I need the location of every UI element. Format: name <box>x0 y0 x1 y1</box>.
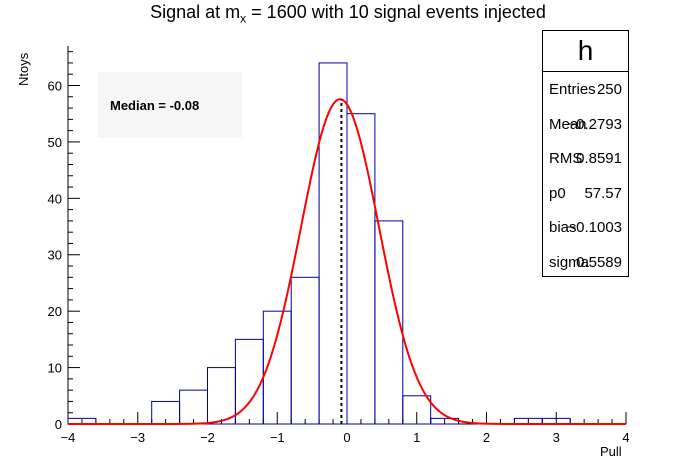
histogram-bar <box>290 276 320 425</box>
histogram-bar <box>374 220 404 425</box>
x-tick-label: −4 <box>61 430 76 445</box>
title-right: = 1600 with 10 signal events injected <box>246 2 546 22</box>
y-tick-label: 10 <box>48 361 62 376</box>
stats-row: sigma 0.5589 <box>543 245 628 280</box>
x-tick-label: −1 <box>270 430 285 445</box>
stats-box: h Entries 250 Mean −0.2793 RMS 0.8591 p0 57.… <box>542 30 629 277</box>
gaussian-fit <box>68 98 626 425</box>
x-axis-label: Pull <box>600 444 622 459</box>
stats-key: Entries <box>549 81 596 98</box>
stats-value: 0.8591 <box>576 150 622 167</box>
y-axis-label: Ntoys <box>16 52 31 86</box>
histogram-bar <box>207 367 236 425</box>
x-tick-label: −2 <box>200 430 215 445</box>
stats-value: 57.57 <box>584 184 622 202</box>
histogram-bar <box>318 62 348 425</box>
x-tick-label: −3 <box>130 430 145 445</box>
title-subscript: x <box>240 11 247 26</box>
histogram-bar <box>402 395 432 425</box>
stats-key: RMS <box>549 150 583 167</box>
stats-value: 250 <box>596 81 622 98</box>
y-tick-label: 0 <box>55 417 62 432</box>
y-tick-label: 30 <box>48 248 62 263</box>
y-tick-label: 50 <box>48 135 62 150</box>
x-tick-label: 3 <box>553 430 560 445</box>
fit-curve <box>68 98 626 425</box>
stats-row: bias −0.1003 <box>543 210 628 245</box>
x-tick-label: 1 <box>413 430 420 445</box>
stats-value: 0.5589 <box>576 253 622 271</box>
stats-key: sigma <box>549 253 590 271</box>
stats-row: RMS 0.8591 <box>543 141 628 176</box>
x-tick-label: 0 <box>343 430 350 445</box>
stats-row: Mean −0.2793 <box>543 107 628 142</box>
stats-key: bias <box>549 219 577 236</box>
histogram-bar <box>179 389 209 425</box>
histogram-bar <box>346 113 376 425</box>
stats-row: Entries 250 <box>543 72 628 107</box>
y-tick-label: 40 <box>48 191 62 206</box>
x-tick-label: 2 <box>483 430 490 445</box>
stats-box-name: h <box>543 31 628 72</box>
y-tick-label: 20 <box>48 304 62 319</box>
histogram-bars <box>67 62 571 425</box>
stats-row: p0 57.57 <box>543 176 628 211</box>
stats-key: p0 <box>549 184 566 202</box>
title-left: Signal at m <box>150 2 241 22</box>
y-tick-label: 60 <box>48 78 62 93</box>
stats-key: Mean <box>549 115 587 133</box>
x-tick-label: 4 <box>622 430 629 445</box>
stats-value: −0.2793 <box>567 115 622 133</box>
median-annotation: Median = -0.08 <box>110 98 200 113</box>
stats-value: −0.1003 <box>567 219 622 236</box>
median-annotation-box: Median = -0.08 <box>98 72 242 138</box>
chart-title: Signal at mx = 1600 with 10 signal event… <box>0 2 696 26</box>
